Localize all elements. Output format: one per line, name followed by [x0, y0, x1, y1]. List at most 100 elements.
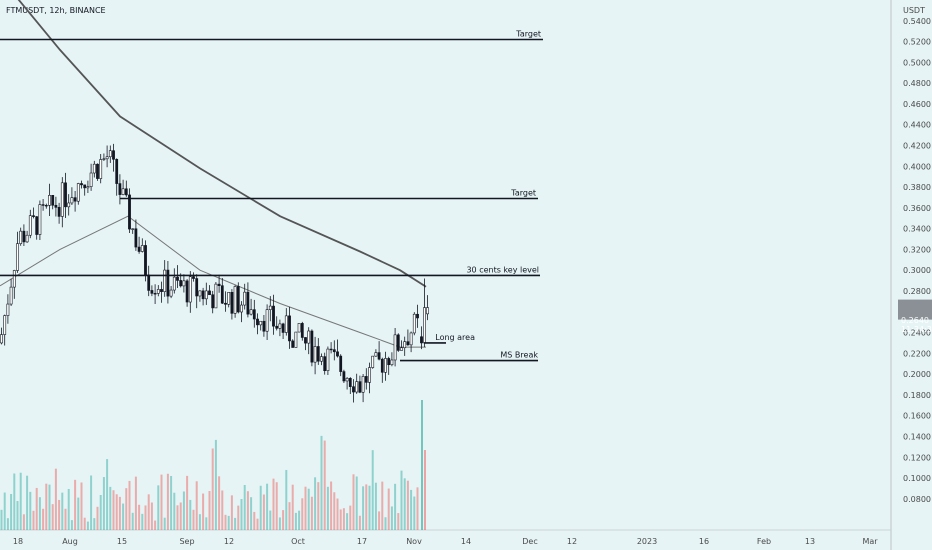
candle-body	[54, 204, 58, 208]
candle-body	[102, 158, 106, 160]
price-tag-box	[898, 299, 932, 320]
candle-body	[16, 243, 19, 271]
volume-bar	[163, 517, 166, 530]
time-axis[interactable]: 18 Aug 15 Sep 12 Oct 17 Nov 14 Dec 12 2023 16 Feb 13 Ma…	[13, 537, 878, 546]
candle-body	[265, 309, 269, 332]
candle-body	[172, 276, 176, 291]
ma-short-line	[0, 215, 426, 348]
candle-body	[0, 334, 3, 344]
volume-bar	[214, 439, 217, 530]
candle-body	[35, 216, 39, 235]
y-tick-label: 0.1000	[903, 474, 931, 483]
candle-body	[118, 183, 122, 195]
volume-bar	[224, 514, 227, 530]
candle-body	[313, 346, 317, 363]
candle-body	[393, 334, 397, 361]
volume-bar	[202, 493, 205, 530]
volume-bar	[320, 435, 323, 530]
volume-bar	[218, 476, 221, 530]
volume-bar	[77, 497, 80, 530]
candle-body	[201, 290, 205, 300]
level-label: Target	[510, 188, 536, 197]
volume-bar	[138, 504, 141, 530]
candle-body	[176, 276, 179, 281]
candle-body	[105, 156, 109, 160]
candle-body	[198, 290, 202, 297]
y-tick-label: 0.5000	[903, 58, 931, 67]
candle-body	[25, 234, 29, 243]
y-tick-label: 0.4800	[903, 79, 931, 88]
candle-body	[169, 289, 173, 297]
y-tick-label: 0.5400	[903, 17, 931, 26]
volume-bar	[38, 497, 41, 530]
volume-bar	[182, 491, 185, 530]
candle-body	[224, 302, 227, 305]
volume-bar	[240, 498, 243, 530]
volume-bar	[406, 480, 409, 530]
x-tick-label: Sep	[179, 537, 194, 546]
x-tick-label: Aug	[62, 537, 78, 546]
x-tick-label: Oct	[291, 537, 305, 546]
volume-bar	[147, 494, 150, 530]
candle-body	[134, 228, 138, 248]
x-tick-label: 13	[805, 537, 815, 546]
volume-bar	[349, 505, 352, 530]
y-tick-label: 0.3200	[903, 245, 931, 254]
price-axis[interactable]: 0.0800 0.1000 0.1200 0.1400 0.1600 0.1800 0.20…	[903, 17, 931, 504]
level-lines: Target Target 30 cents key level Long area M…	[0, 29, 543, 362]
candle-body	[195, 278, 199, 297]
ma-long-line	[17, 0, 427, 288]
candle-body	[272, 305, 275, 327]
candle-body	[345, 378, 349, 382]
volume-bar	[416, 487, 419, 530]
volume-bar	[10, 493, 13, 530]
y-tick-label: 0.3000	[903, 266, 931, 275]
candle-body	[140, 245, 144, 252]
candle-body	[355, 381, 359, 393]
volume-bar	[80, 482, 83, 530]
volume-bar	[205, 517, 208, 530]
candle-body	[403, 341, 407, 349]
candle-body	[160, 289, 163, 292]
volume-bar	[355, 476, 358, 530]
candle-body	[262, 320, 266, 332]
candle-body	[326, 348, 330, 371]
volume-bar	[424, 450, 426, 530]
candle-body	[188, 276, 192, 303]
level-label: 30 cents key level	[466, 265, 539, 274]
candle-body	[64, 182, 67, 208]
level-label: Long area	[435, 333, 475, 342]
volume-bar	[384, 517, 387, 530]
candle-body	[358, 381, 362, 393]
y-tick-label: 0.3400	[903, 225, 931, 234]
candle-body	[236, 286, 240, 313]
volume-bar	[42, 508, 45, 530]
candle-body	[336, 351, 339, 357]
candle-body	[163, 269, 167, 292]
price-tag-countdown: 11:34:39	[901, 325, 932, 334]
y-tick-label: 0.4200	[903, 141, 931, 150]
y-tick-label: 0.3800	[903, 183, 931, 192]
volume-bar	[342, 508, 345, 530]
volume-bar	[371, 450, 374, 530]
volume-bar	[365, 484, 368, 530]
volume-bar	[362, 486, 365, 530]
candle-body	[284, 315, 288, 333]
candle-body	[420, 336, 423, 344]
candle-body	[352, 386, 355, 393]
volume-bar	[256, 518, 259, 530]
candle-body	[60, 182, 64, 217]
volume-bar	[403, 478, 406, 530]
volume-bar	[243, 485, 246, 530]
candle-body	[166, 269, 170, 297]
candle-body	[217, 283, 221, 286]
candle-body	[22, 230, 26, 243]
volume-bar	[22, 514, 25, 530]
volume-bar	[330, 481, 333, 530]
candle-body	[291, 340, 295, 348]
candle-body	[304, 337, 307, 344]
volume-bar	[221, 490, 224, 530]
volume-bar	[106, 459, 109, 530]
